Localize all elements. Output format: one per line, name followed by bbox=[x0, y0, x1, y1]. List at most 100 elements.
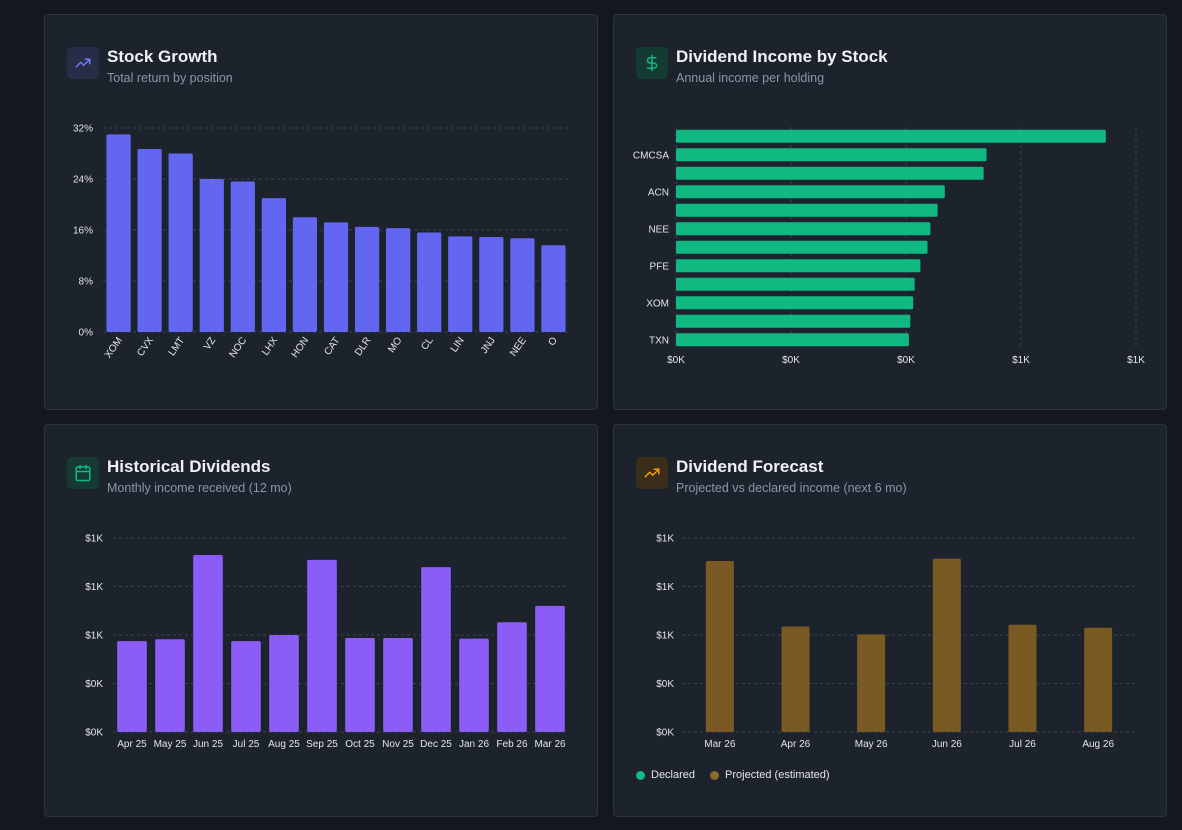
bar-jnj bbox=[479, 237, 504, 332]
legend-item-declared[interactable]: Declared bbox=[636, 769, 695, 781]
x-tick-label: Nov 25 bbox=[382, 739, 414, 750]
bar-nee bbox=[510, 238, 535, 332]
y-tick-label: $1K bbox=[656, 534, 674, 545]
y-tick-label: CMCSA bbox=[633, 150, 669, 161]
x-tick-label: CAT bbox=[322, 335, 342, 357]
stock-growth-subtitle: Total return by position bbox=[107, 71, 233, 85]
dividend-income-title: Dividend Income by Stock bbox=[676, 47, 888, 66]
bar-o bbox=[541, 245, 566, 332]
x-tick-label: Jun 25 bbox=[193, 739, 223, 750]
x-tick-label: Jan 26 bbox=[459, 739, 489, 750]
x-tick-label: $1K bbox=[1127, 355, 1145, 366]
x-tick-label: Aug 25 bbox=[268, 739, 300, 750]
y-tick-label: 16% bbox=[73, 226, 93, 237]
bar-noc bbox=[230, 181, 255, 332]
x-tick-label: Jul 26 bbox=[1009, 739, 1036, 750]
bar-lmt bbox=[168, 153, 193, 332]
x-tick-label: HON bbox=[290, 335, 312, 360]
y-tick-label: ACN bbox=[648, 187, 669, 198]
bar-row-1 bbox=[676, 129, 1106, 143]
x-tick-label: $0K bbox=[897, 355, 915, 366]
bar-projected-aug-26 bbox=[1084, 627, 1113, 732]
x-tick-label: VZ bbox=[202, 335, 218, 352]
x-tick-label: $1K bbox=[1012, 355, 1030, 366]
x-tick-label: CL bbox=[419, 335, 436, 352]
dividend-forecast-card: Dividend Forecast Projected vs declared … bbox=[613, 424, 1167, 817]
y-tick-label: $0K bbox=[85, 728, 103, 739]
trending-up-icon bbox=[636, 457, 668, 489]
x-tick-label: Sep 25 bbox=[306, 739, 338, 750]
x-tick-label: NEE bbox=[508, 335, 529, 358]
bar-hon bbox=[292, 217, 318, 332]
y-tick-label: PFE bbox=[650, 261, 670, 272]
bar-xom bbox=[106, 134, 131, 332]
bar-mar-26 bbox=[535, 605, 565, 732]
x-tick-label: Aug 26 bbox=[1082, 739, 1114, 750]
x-tick-label: Apr 25 bbox=[117, 739, 147, 750]
x-tick-label: LMT bbox=[167, 335, 187, 358]
bar-row-9 bbox=[676, 277, 915, 291]
dividend-income-chart: $0K $0K $0K $1K $1K CMCSA ACN NEE PFE XOM TXN bbox=[633, 127, 1145, 366]
y-tick-label: 8% bbox=[79, 277, 94, 288]
bar-row-10 bbox=[676, 296, 914, 310]
x-tick-label: XOM bbox=[103, 335, 125, 360]
bar-cvx bbox=[137, 149, 162, 332]
x-tick-label: $0K bbox=[667, 355, 685, 366]
y-tick-label: 32% bbox=[73, 124, 93, 135]
y-tick-label: $1K bbox=[85, 582, 103, 593]
historical-dividends-title: Historical Dividends bbox=[107, 457, 271, 476]
bar-projected-jun-26 bbox=[932, 558, 961, 732]
x-tick-label: $0K bbox=[782, 355, 800, 366]
legend-item-projected[interactable]: Projected (estimated) bbox=[710, 769, 830, 781]
y-tick-label: $1K bbox=[656, 631, 674, 642]
x-tick-label: Jun 26 bbox=[932, 739, 962, 750]
x-tick-label: May 25 bbox=[154, 739, 187, 750]
x-tick-label: Oct 25 bbox=[345, 739, 375, 750]
bar-dec-25 bbox=[421, 567, 451, 732]
y-tick-label: XOM bbox=[646, 298, 669, 309]
declared-swatch bbox=[636, 770, 645, 780]
stock-growth-header: Stock Growth Total return by position bbox=[67, 47, 233, 86]
x-tick-label: Apr 26 bbox=[781, 739, 811, 750]
bar-oct-25 bbox=[345, 638, 375, 732]
bar-mo bbox=[386, 228, 411, 332]
historical-dividends-chart: $0K $0K $1K $1K $1K Apr 25 May 25 Jun 25 Jul 25 A… bbox=[85, 534, 569, 750]
bar-projected-may-26 bbox=[857, 634, 886, 732]
y-tick-label: 0% bbox=[79, 328, 94, 339]
x-tick-label: LHX bbox=[260, 335, 280, 358]
bar-jun-25 bbox=[193, 554, 223, 732]
historical-dividends-subtitle: Monthly income received (12 mo) bbox=[107, 481, 292, 495]
y-tick-label: $1K bbox=[85, 631, 103, 642]
stock-growth-chart: 0% 8% 16% 24% 32% XOM CVX LMT VZ NOC LHX HON CAT DLR M… bbox=[73, 124, 569, 360]
bar-projected-mar-26 bbox=[705, 561, 734, 732]
y-tick-label: $0K bbox=[85, 679, 103, 690]
bar-vz bbox=[199, 179, 224, 332]
dividend-forecast-title: Dividend Forecast bbox=[676, 457, 824, 476]
y-tick-label: NEE bbox=[648, 224, 669, 235]
x-tick-label: O bbox=[546, 335, 560, 348]
stock-growth-card: Stock Growth Total return by position 0%… bbox=[44, 14, 598, 410]
dividend-income-card: Dividend Income by Stock Annual income p… bbox=[613, 14, 1167, 410]
dividend-forecast-chart: $0K $0K $1K $1K $1K Mar 26 Apr 26 May 26 Jun 26 J… bbox=[656, 534, 1136, 750]
bar-aug-25 bbox=[269, 635, 299, 732]
dividend-forecast-subtitle: Projected vs declared income (next 6 mo) bbox=[676, 481, 907, 495]
historical-dividends-header: Historical Dividends Monthly income rece… bbox=[67, 457, 292, 496]
bar-may-25 bbox=[155, 639, 185, 732]
bar-cl bbox=[417, 232, 442, 332]
bar-apr-25 bbox=[117, 641, 147, 732]
x-tick-label: Dec 25 bbox=[420, 739, 452, 750]
x-tick-label: Feb 26 bbox=[496, 739, 528, 750]
bar-cat bbox=[323, 222, 349, 332]
x-tick-label: LIN bbox=[449, 335, 467, 354]
bar-sep-25 bbox=[307, 559, 337, 732]
bar-row-6 bbox=[676, 222, 931, 236]
legend-projected-label: Projected (estimated) bbox=[725, 769, 830, 781]
x-tick-label: MO bbox=[386, 335, 404, 355]
bar-lin bbox=[448, 236, 473, 332]
stock-growth-title: Stock Growth bbox=[107, 47, 218, 66]
dividend-income-header: Dividend Income by Stock Annual income p… bbox=[636, 47, 888, 86]
x-tick-label: CVX bbox=[135, 335, 156, 358]
bar-row-7 bbox=[676, 240, 928, 254]
dividend-income-subtitle: Annual income per holding bbox=[676, 71, 825, 85]
bar-feb-26 bbox=[497, 622, 527, 732]
